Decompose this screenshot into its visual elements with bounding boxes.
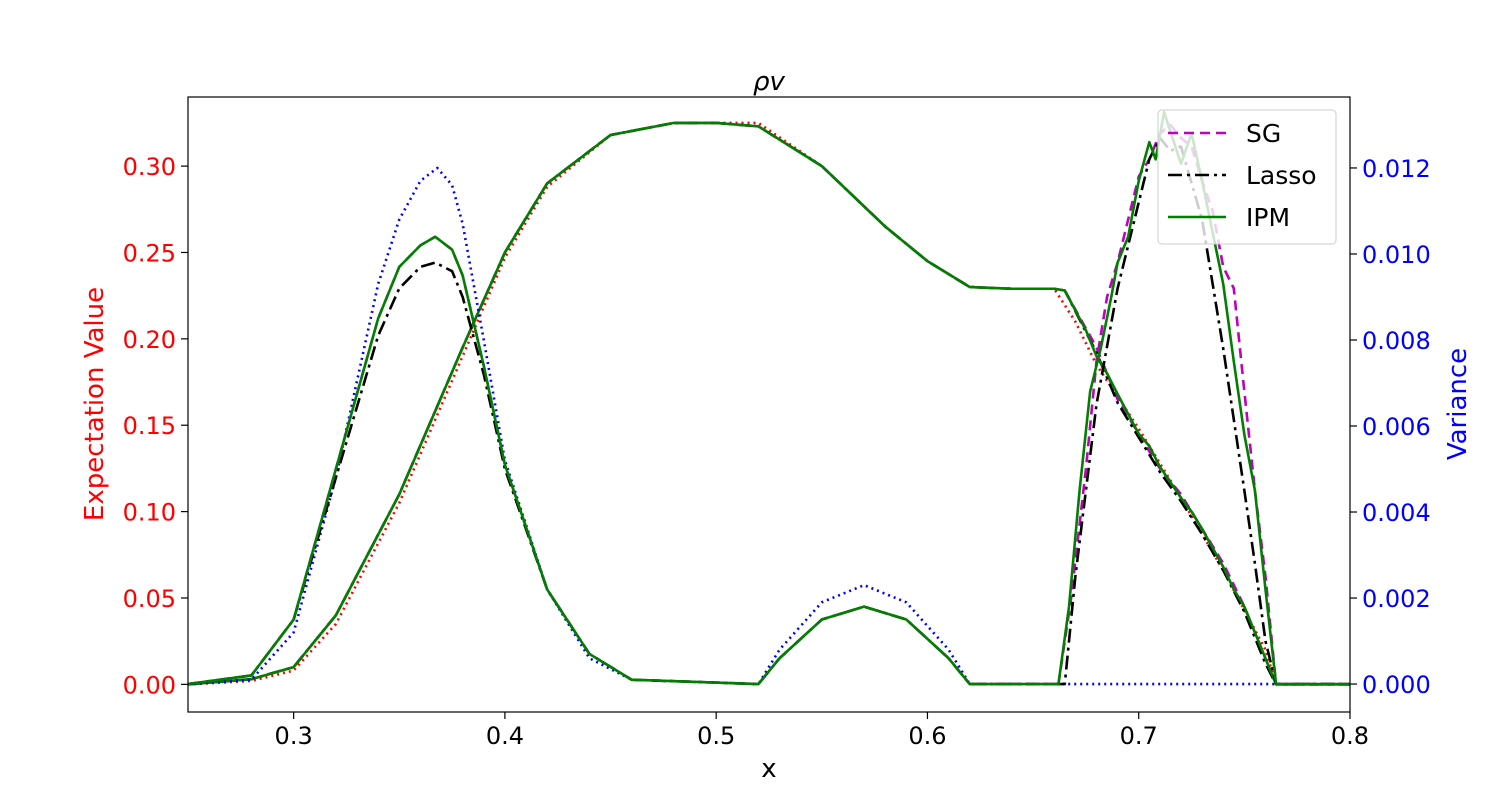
y-right-tick-label: 0.012	[1362, 155, 1431, 183]
y-right-tick-label: 0.010	[1362, 241, 1431, 269]
chart-title: ρv	[753, 67, 786, 97]
x-tick-label: 0.3	[275, 722, 313, 750]
x-axis-label: x	[761, 754, 776, 784]
y-right-tick-label: 0.004	[1362, 499, 1431, 527]
legend-label: SG	[1246, 119, 1281, 148]
y-axis-left-label: Expectation Value	[80, 287, 110, 521]
y-left-tick-label: 0.00	[123, 671, 176, 699]
legend: SG Lasso IPM	[1157, 109, 1337, 245]
x-tick-label: 0.4	[486, 722, 524, 750]
x-axis: 0.3 0.4 0.5 0.6 0.7 0.8	[275, 712, 1369, 750]
series-line-4	[187, 121, 1350, 686]
y-left-tick-label: 0.15	[123, 412, 176, 440]
y-axis-left: 0.00 0.05 0.10 0.15 0.20 0.25 0.30	[123, 153, 188, 699]
series-line-5	[187, 166, 1350, 686]
y-axis-right: 0.000 0.002 0.004 0.006 0.008 0.010 0.012	[1350, 155, 1431, 699]
plot-frame	[187, 96, 1351, 713]
y-axis-right-label: Variance	[1443, 348, 1473, 460]
plot-lines	[187, 110, 1350, 686]
y-left-tick-label: 0.25	[123, 239, 176, 267]
y-left-tick-label: 0.10	[123, 499, 176, 527]
x-tick-label: 0.6	[908, 722, 946, 750]
y-left-tick-label: 0.30	[123, 153, 176, 181]
y-right-tick-label: 0.008	[1362, 327, 1431, 355]
x-tick-label: 0.8	[1331, 722, 1369, 750]
legend-label: IPM	[1246, 203, 1290, 232]
x-tick-label: 0.5	[697, 722, 735, 750]
legend-box	[1157, 109, 1337, 245]
y-left-tick-label: 0.05	[123, 585, 176, 613]
y-right-tick-label: 0.000	[1362, 671, 1431, 699]
y-right-tick-label: 0.002	[1362, 585, 1431, 613]
x-tick-label: 0.7	[1120, 722, 1158, 750]
y-left-tick-label: 0.20	[123, 326, 176, 354]
legend-label: Lasso	[1246, 161, 1317, 190]
y-right-tick-label: 0.006	[1362, 413, 1431, 441]
